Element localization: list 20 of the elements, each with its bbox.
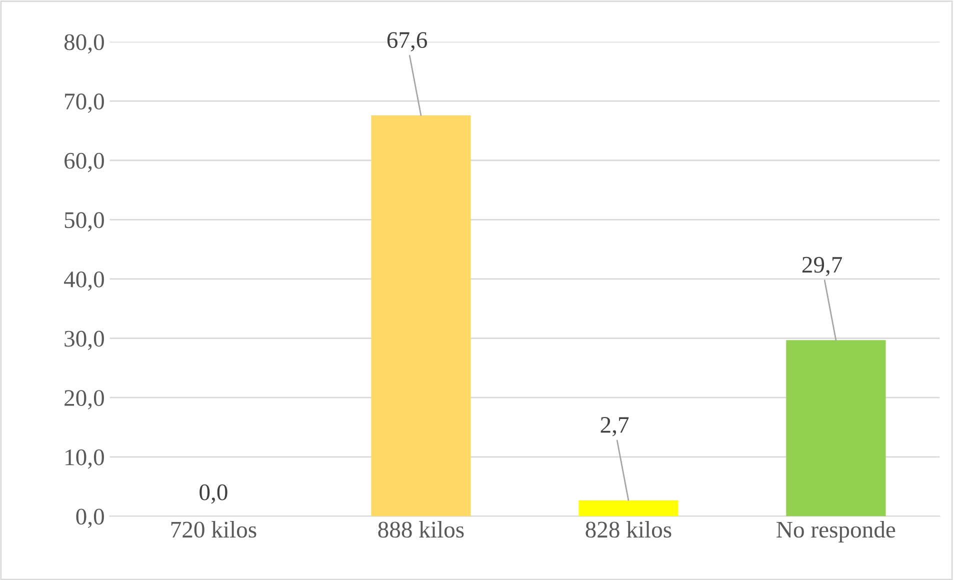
x-tick-label: 888 kilos [378,521,464,538]
y-tick-label: 50,0 [64,212,104,232]
y-tick-label: 40,0 [64,271,104,291]
y-tick-label: 0,0 [76,508,104,528]
bar [578,500,678,516]
y-tick-label: 60,0 [64,152,104,172]
y-tick-label: 70,0 [65,94,104,113]
y-tick-label: 10,0 [66,449,104,469]
y-tick-label: 80,0 [64,34,104,54]
data-label: 2,7 [600,417,629,436]
data-label: 67,6 [387,32,428,52]
y-tick-label: 20,0 [64,390,104,410]
bar [786,340,886,516]
data-label: 29,7 [802,256,842,276]
x-tick-label: 828 kilos [586,521,672,538]
data-label: 0,0 [200,484,228,504]
x-tick-label: 720 kilos [171,521,256,538]
x-tick-label: No responde [776,521,896,542]
y-tick-label: 30,0 [64,330,104,350]
bar [371,115,471,516]
